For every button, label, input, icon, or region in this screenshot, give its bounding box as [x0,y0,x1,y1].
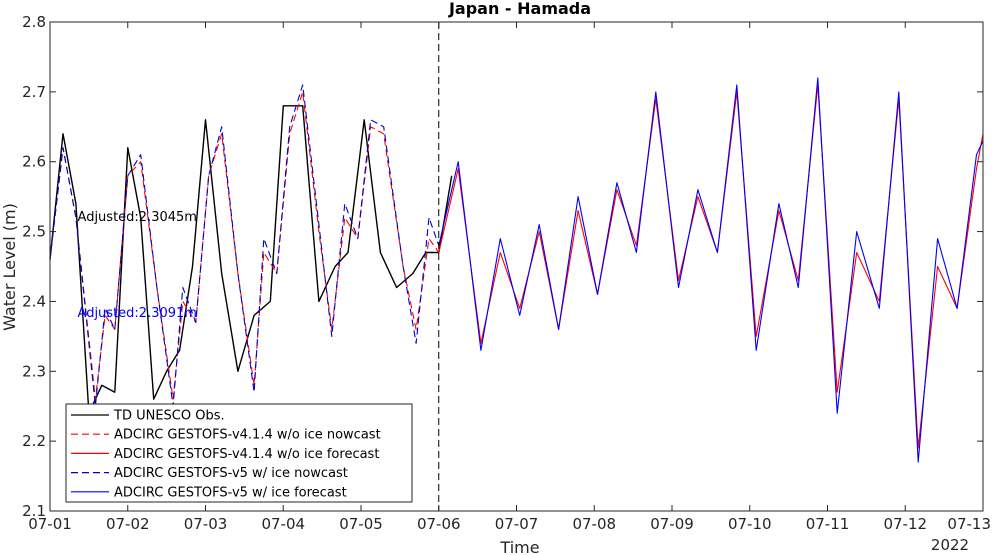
x-tick-label: 07-07 [495,515,539,533]
x-tick-label: 07-01 [28,515,72,533]
x-axis: 07-01 07-02 07-03 07-04 07-05 07-06 07-07 07-08… [28,22,991,533]
legend-label-3: ADCIRC GESTOFS-v5 w/ ice nowcast [114,466,348,481]
x-tick-label: 07-08 [572,515,616,533]
year-label: 2022 [931,536,969,554]
series-layer [49,77,984,463]
series-line-0 [49,105,453,414]
y-tick-label: 2.8 [22,13,46,31]
legend-box [65,403,413,503]
series-line-4 [438,77,984,463]
x-tick-label: 07-10 [728,515,772,533]
x-tick-label: 07-13 [947,515,991,533]
adjusted-annotation-1: Adjusted:2.3091m [78,306,197,321]
y-tick-label: 2.5 [22,223,46,241]
legend-label-0: TD UNESCO Obs. [113,409,225,424]
y-tick-label: 2.6 [22,153,46,171]
x-tick-label: 07-04 [261,515,305,533]
legend-items: TD UNESCO Obs. ADCIRC GESTOFS-v4.1.4 w/o … [71,409,381,500]
y-tick-label: 2.3 [22,362,46,380]
x-tick-label: 07-05 [339,515,383,533]
y-axis: 2.1 2.2 2.3 2.4 2.5 2.6 2.7 2.8 [22,13,983,520]
y-tick-label: 2.1 [22,502,46,520]
legend-label-2: ADCIRC GESTOFS-v4.1.4 w/o ice forecast [114,447,379,462]
x-tick-label: 07-03 [184,515,228,533]
x-axis-label: Time [499,538,539,555]
series-line-3 [49,84,440,407]
y-tick-label: 2.7 [22,83,46,101]
x-tick-label: 07-11 [806,515,850,533]
y-tick-label: 2.2 [22,432,46,450]
chart-title: Japan - Hamada [448,0,591,18]
legend-label-4: ADCIRC GESTOFS-v5 w/ ice forecast [114,485,347,500]
adjusted-annotation-0: Adjusted:2.3045m [78,210,197,225]
legend: TD UNESCO Obs. ADCIRC GESTOFS-v4.1.4 w/o … [65,403,413,503]
x-tick-label: 07-09 [650,515,694,533]
y-axis-label: Water Level (m) [0,203,19,331]
legend-label-1: ADCIRC GESTOFS-v4.1.4 w/o ice nowcast [114,428,381,443]
x-tick-label: 07-12 [883,515,927,533]
x-tick-label: 07-06 [417,515,461,533]
annotation-layer: Adjusted:2.3045m Adjusted:2.3091m [78,210,197,321]
y-tick-label: 2.4 [22,292,46,310]
x-tick-label: 07-02 [106,515,150,533]
